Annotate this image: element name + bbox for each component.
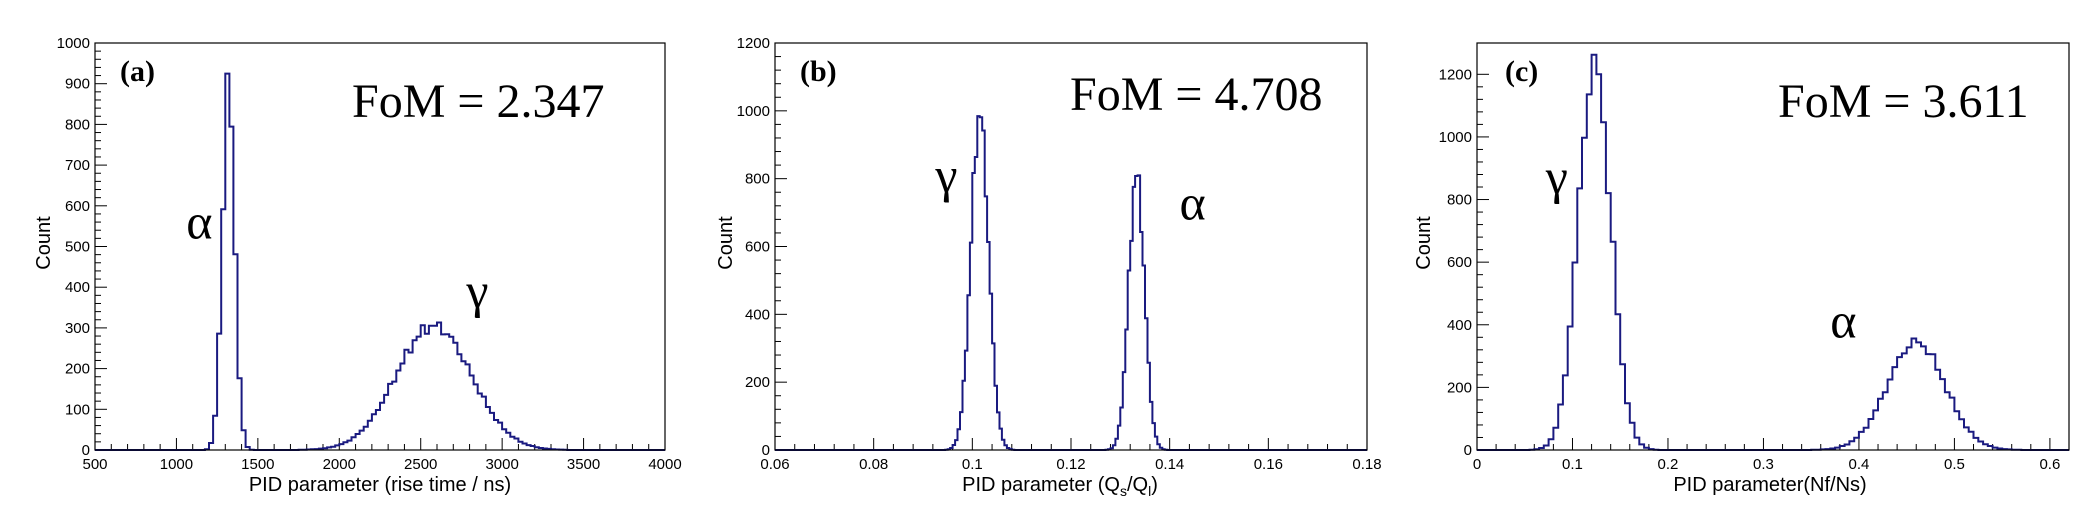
panel-c-xlabel: PID parameter(Nf/Ns) bbox=[1673, 474, 1866, 496]
panel-a-ytick-label: 0 bbox=[82, 442, 90, 459]
panel-a-xtick-label: 3500 bbox=[567, 456, 600, 473]
panel-b-xtick-label: 0.1 bbox=[962, 456, 983, 473]
panel-b-fom: FoM = 4.708 bbox=[1070, 68, 1322, 121]
panel-c-xtick-label: 0.4 bbox=[1849, 456, 1870, 473]
panel-c-xtick-label: 0.3 bbox=[1753, 456, 1774, 473]
panel-a-ytick-label: 400 bbox=[65, 279, 90, 296]
panel-a-xtick-label: 1500 bbox=[241, 456, 274, 473]
panel-c-xtick-label: 0 bbox=[1473, 456, 1481, 473]
panel-a-xtick-label: 500 bbox=[82, 456, 107, 473]
panel-c-frame bbox=[1476, 42, 2070, 451]
panel-c-ytick-label: 600 bbox=[1447, 254, 1472, 271]
panel-a-alpha-label: α bbox=[186, 193, 212, 249]
panel-c-y-axis: 0 200 400 600 800 1000 1200 bbox=[1439, 66, 1489, 459]
panel-c-ytick-label: 400 bbox=[1447, 317, 1472, 334]
panel-b-ylabel: Count bbox=[715, 216, 737, 270]
panel-b-tag: (b) bbox=[800, 55, 837, 88]
panel-b-xtick-label: 0.18 bbox=[1352, 456, 1381, 473]
panel-b-ytick-label: 1200 bbox=[737, 35, 770, 52]
panel-b-xlabel: PID parameter (Qs/Ql) bbox=[962, 474, 1158, 499]
panel-a-ylabel: Count bbox=[33, 216, 55, 270]
panel-b-histogram-line bbox=[775, 115, 1367, 451]
panel-a-ytick-label: 1000 bbox=[57, 35, 90, 52]
panel-b-xtick-label: 0.16 bbox=[1254, 456, 1283, 473]
panel-a-x-axis: 500 1000 1500 2000 2500 3000 3500 4000 bbox=[82, 438, 682, 473]
panel-c-ytick-label: 1200 bbox=[1439, 66, 1472, 83]
panel-b-xtick-label: 0.14 bbox=[1155, 456, 1184, 473]
panel-b-ytick-label: 1000 bbox=[737, 103, 770, 120]
panel-a-ytick-label: 800 bbox=[65, 116, 90, 133]
panel-a-xtick-label: 4000 bbox=[648, 456, 681, 473]
panel-b-ytick-label: 600 bbox=[745, 239, 770, 256]
panel-c-xtick-label: 0.1 bbox=[1562, 456, 1583, 473]
panel-c-x-axis: 0 0.1 0.2 0.3 0.4 0.5 0.6 bbox=[1473, 438, 2060, 473]
panel-a-ytick-label: 500 bbox=[65, 239, 90, 256]
panel-b-xtick-label: 0.12 bbox=[1056, 456, 1085, 473]
panel-c-ytick-label: 800 bbox=[1447, 192, 1472, 209]
panel-c-gamma-label: γ bbox=[1545, 148, 1568, 204]
panel-a-gamma-label: γ bbox=[465, 263, 488, 319]
panel-a-xlabel: PID parameter (rise time / ns) bbox=[249, 474, 511, 496]
panel-b-x-axis: 0.06 0.08 0.1 0.12 0.14 0.16 0.18 bbox=[760, 438, 1382, 473]
panel-a-xtick-label: 3000 bbox=[485, 456, 518, 473]
panel-b-frame bbox=[774, 42, 1368, 451]
panel-a-ytick-label: 900 bbox=[65, 76, 90, 93]
panel-a-ytick-label: 300 bbox=[65, 320, 90, 337]
panel-a-fom: FoM = 2.347 bbox=[352, 75, 604, 128]
panel-a-ytick-label: 200 bbox=[65, 361, 90, 378]
panel-a-tag: (a) bbox=[120, 55, 155, 88]
panel-b-ytick-label: 800 bbox=[745, 171, 770, 188]
panel-b-ytick-label: 200 bbox=[745, 374, 770, 391]
panel-a-xtick-label: 2500 bbox=[404, 456, 437, 473]
panel-a-histogram-line bbox=[95, 72, 665, 451]
panel-a-xtick-label: 2000 bbox=[323, 456, 356, 473]
panel-c-tag: (c) bbox=[1505, 55, 1538, 88]
panel-c-xtick-label: 0.6 bbox=[2039, 456, 2060, 473]
panel-c-alpha-label: α bbox=[1830, 292, 1856, 348]
panel-b-ytick-label: 0 bbox=[762, 442, 770, 459]
panel-a-ytick-label: 700 bbox=[65, 157, 90, 174]
panel-c: Count 0 200 400 600 800 1000 1200 0 0.1 0.2 0.3 0.… bbox=[1413, 42, 2070, 496]
panel-b-alpha-label: α bbox=[1180, 174, 1206, 230]
panel-c-xtick-label: 0.2 bbox=[1658, 456, 1679, 473]
panel-a-xtick-label: 1000 bbox=[160, 456, 193, 473]
panel-c-xtick-label: 0.5 bbox=[1944, 456, 1965, 473]
panel-a-ytick-label: 100 bbox=[65, 401, 90, 418]
panel-c-ylabel: Count bbox=[1413, 216, 1435, 270]
panel-b-y-axis: 0 200 400 600 800 1000 1200 bbox=[737, 35, 787, 459]
panel-a-ytick-label: 600 bbox=[65, 198, 90, 215]
panel-c-fom: FoM = 3.611 bbox=[1778, 75, 2029, 128]
panel-b-ytick-label: 400 bbox=[745, 306, 770, 323]
panel-b-gamma-label: γ bbox=[934, 147, 957, 203]
panel-a-frame bbox=[94, 42, 666, 451]
panel-c-ytick-label: 0 bbox=[1464, 442, 1472, 459]
panel-c-ytick-label: 1000 bbox=[1439, 129, 1472, 146]
panel-a: Count 0 100 200 300 400 500 600 700 800 900 1000 5… bbox=[33, 35, 682, 496]
panel-b-xtick-label: 0.06 bbox=[760, 456, 789, 473]
panel-a-y-axis: 0 100 200 300 400 500 600 700 800 900 1000 bbox=[57, 35, 107, 459]
panel-b-xtick-label: 0.08 bbox=[859, 456, 888, 473]
panel-c-ytick-label: 200 bbox=[1447, 379, 1472, 396]
